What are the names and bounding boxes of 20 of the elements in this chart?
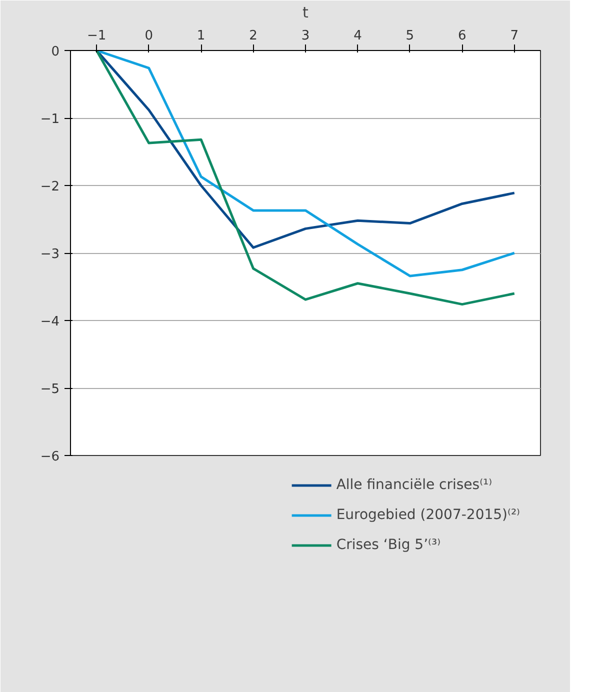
x-tick-label: 7 xyxy=(510,28,519,44)
y-tick-label: −4 xyxy=(40,314,60,330)
x-tick-label: 3 xyxy=(301,28,310,44)
y-tick-label: −6 xyxy=(40,450,60,464)
x-tick-label: 1 xyxy=(196,28,206,44)
x-tick-label: 0 xyxy=(144,28,153,44)
x-tick-label: −1 xyxy=(87,28,106,44)
y-tick-label: −5 xyxy=(40,382,60,397)
x-tick-label: 5 xyxy=(406,28,414,44)
x-tick-label: 2 xyxy=(249,28,258,44)
legend-label: Crises ‘Big 5’⁽³⁾ xyxy=(336,537,441,553)
x-axis-title: t xyxy=(302,4,309,22)
legend-label: Eurogebied (2007-2015)⁽²⁾ xyxy=(336,507,520,523)
x-tick-label: 4 xyxy=(354,28,362,44)
x-tick-label: 6 xyxy=(458,28,466,44)
y-tick-label: −3 xyxy=(40,247,60,262)
y-tick-label: −1 xyxy=(40,112,60,127)
legend-label: Alle financiële crises⁽¹⁾ xyxy=(336,477,492,493)
y-tick-label: −2 xyxy=(40,180,60,194)
y-tick-label: 0 xyxy=(51,44,60,60)
